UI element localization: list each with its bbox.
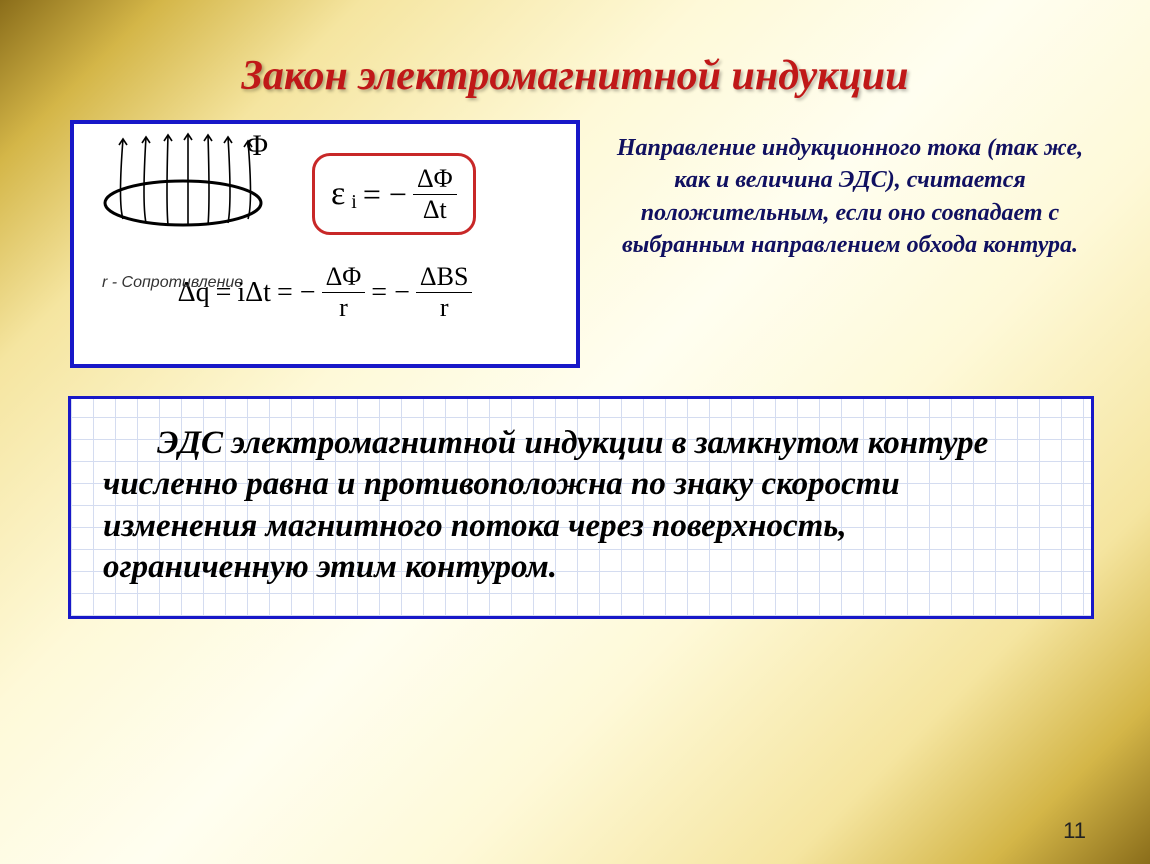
emf-formula-box: εi = − ΔΦ Δt [312, 153, 476, 235]
f2num: ΔBS [416, 264, 473, 293]
frac1: ΔΦ r [322, 264, 366, 321]
f2den: r [436, 293, 453, 321]
top-row: Φ εi = − ΔΦ Δt r - Сопротивление Δq = iΔ… [0, 100, 1150, 368]
emf-den: Δt [419, 195, 451, 223]
epsilon-sub: i [351, 191, 357, 214]
emf-fraction: ΔΦ Δt [413, 166, 457, 223]
page-number: 11 [1063, 818, 1086, 844]
slide-title: Закон электромагнитной индукции [0, 0, 1150, 100]
frac2: ΔBS r [416, 264, 473, 321]
eq3: = − [371, 277, 410, 309]
r-label: r - Сопротивление [102, 274, 243, 292]
eq2: = − [277, 277, 316, 309]
phi-label: Φ [246, 129, 268, 163]
formula-panel: Φ εi = − ΔΦ Δt r - Сопротивление Δq = iΔ… [70, 120, 580, 368]
emf-eq: = − [363, 176, 407, 213]
law-panel: ЭДС электромагнитной индукции в замкнуто… [68, 396, 1094, 619]
emf-num: ΔΦ [413, 166, 457, 195]
law-text: ЭДС электромагнитной индукции в замкнуто… [103, 423, 1059, 588]
epsilon: ε [331, 175, 345, 213]
f1num: ΔΦ [322, 264, 366, 293]
coil-diagram: Φ [88, 129, 288, 259]
f1den: r [335, 293, 352, 321]
direction-note: Направление индукционного тока (так же, … [600, 120, 1100, 262]
